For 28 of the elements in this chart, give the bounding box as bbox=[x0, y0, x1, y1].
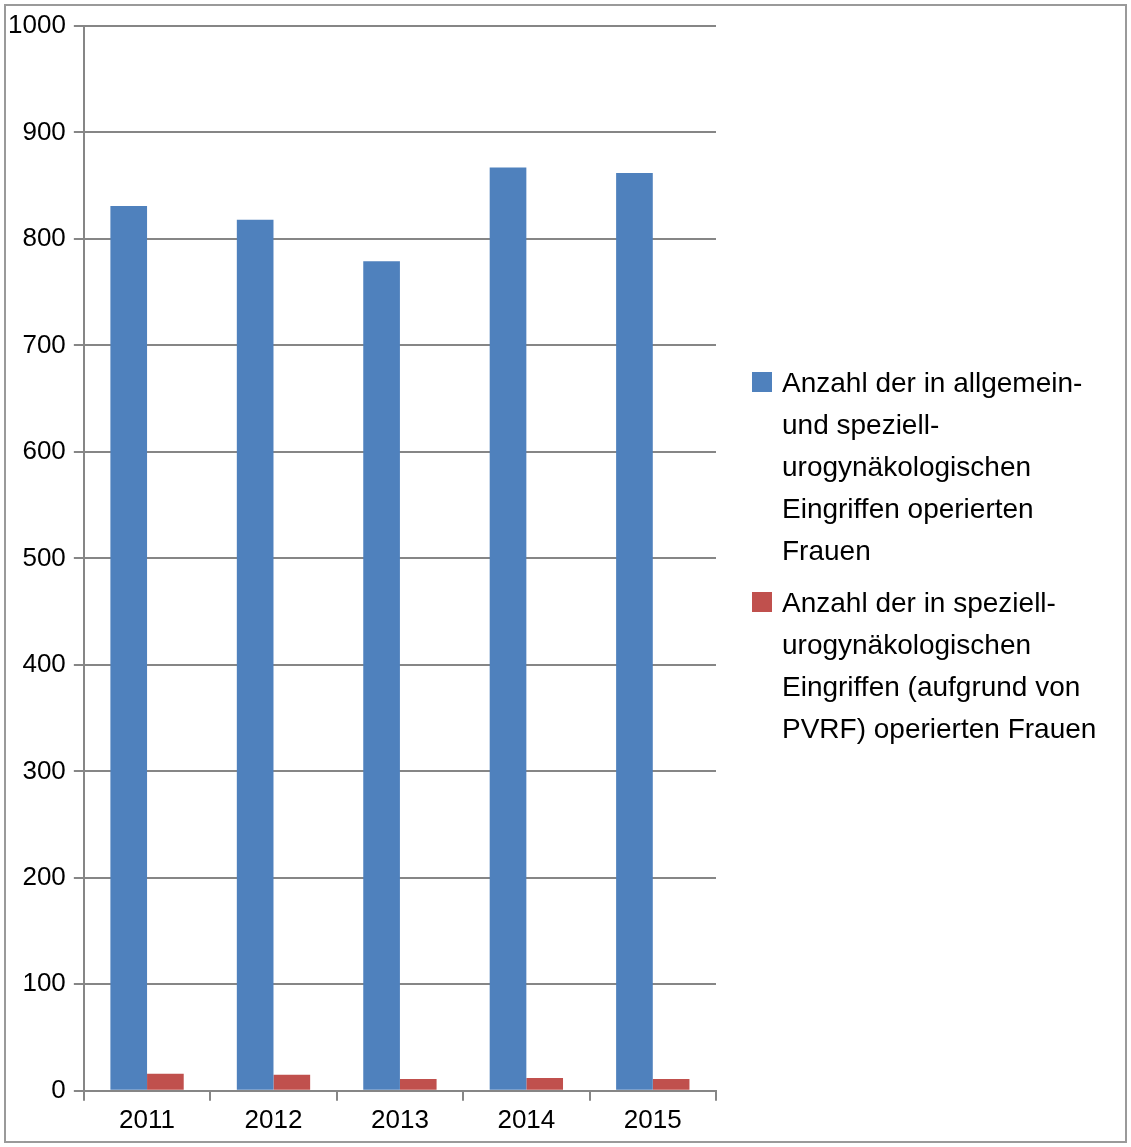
legend-label: Anzahl der in speziell-urogynäkologischen Eingriffen (aufgrund von PVRF) operierten Frauen bbox=[782, 586, 1098, 746]
x-tick-label: 2014 bbox=[497, 1103, 556, 1134]
y-tick-label: 500 bbox=[22, 541, 66, 572]
y-tick-label: 0 bbox=[51, 1073, 66, 1104]
y-tick-label: 600 bbox=[22, 435, 66, 466]
bar bbox=[489, 167, 527, 1090]
x-tick-label: 2012 bbox=[244, 1103, 303, 1134]
x-tick-label: 2013 bbox=[371, 1103, 429, 1134]
bar bbox=[236, 219, 274, 1090]
bar bbox=[399, 1079, 437, 1090]
bar bbox=[526, 1078, 564, 1090]
y-tick-label: 900 bbox=[22, 115, 66, 146]
y-tick-label: 700 bbox=[22, 328, 66, 359]
bar bbox=[273, 1074, 311, 1090]
y-tick-label: 800 bbox=[22, 222, 66, 253]
legend-label: Anzahl der in allgemein-und speziell-urogynäkologischen Eingriffen operierten Frauen bbox=[782, 366, 1084, 568]
y-tick-label: 1000 bbox=[8, 9, 66, 40]
y-tick-label: 100 bbox=[22, 967, 66, 998]
bar bbox=[147, 1073, 184, 1090]
y-tick-label: 200 bbox=[22, 861, 66, 892]
x-tick-label: 2015 bbox=[623, 1103, 682, 1134]
y-tick-label: 400 bbox=[22, 648, 66, 679]
x-tick-label: 2011 bbox=[119, 1103, 176, 1134]
bar bbox=[110, 205, 148, 1090]
y-tick-label: 300 bbox=[22, 754, 66, 785]
bar bbox=[652, 1079, 690, 1090]
bar bbox=[616, 172, 653, 1090]
bar bbox=[363, 261, 400, 1090]
